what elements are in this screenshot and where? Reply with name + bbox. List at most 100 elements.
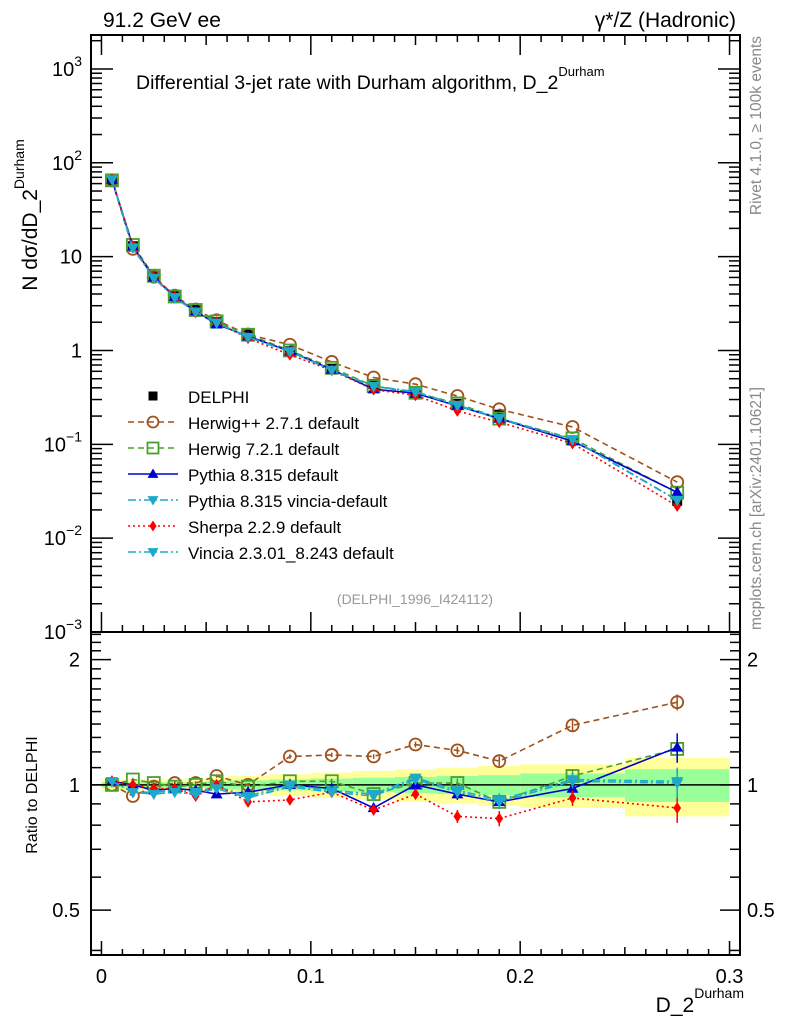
ratio-point-vincia [566,777,579,788]
legend-marker-sherpa [149,520,157,532]
side-text-bottom: mcplots.cern.ch [arXiv:2401.10621] [748,387,765,630]
ratio-point-sherpa [453,810,462,823]
ratio-point-sherpa [285,793,294,806]
point-vincia [566,435,579,446]
y-tick-label: 10−3 [44,616,82,644]
ratio-line-vincia [111,778,678,803]
ratio-point-herwigpp [282,749,297,764]
legend-label-pythia_vincia: Pythia 8.315 vincia-default [188,492,388,511]
x-tick-label: 0.3 [716,966,744,988]
point-vincia [367,382,380,393]
ratio-point-herwigpp [565,718,580,733]
point-vincia [671,496,684,507]
ratio-point-vincia [493,797,506,808]
ratio-panel-axes: 2 2 1 1 0.5 0.5 0 0.1 0.2 0.3 [52,631,775,988]
legend-label-sherpa: Sherpa 2.2.9 default [188,518,341,537]
y-tick-label: 10−1 [44,428,82,456]
main-y-axis-label-main: N dσ/dD_2 [19,189,42,291]
x-axis-label-main: D_2 [656,994,695,1017]
ratio-point-vincia [367,791,380,803]
ratio-point-vincia [451,788,464,799]
legend-marker-herwigpp [146,415,160,429]
legend-marker-vincia [147,548,159,558]
ratio-point-sherpa [568,791,577,804]
ratio-point-sherpa [369,804,378,817]
legend: DELPHI Herwig++ 2.7.1 default Herwig 7.2.1… [128,388,394,563]
point-vincia [283,347,296,358]
point-vincia [189,307,202,319]
legend-marker-herwig7 [146,441,160,455]
ratio-point-herwigpp [670,695,685,710]
ratio-point-pythia [671,741,684,752]
chart-title-main: Differential 3-jet rate with Durham algo… [136,72,558,94]
legend-label-pythia: Pythia 8.315 default [188,466,339,485]
y-tick-label: 103 [52,53,82,81]
point-vincia [147,274,160,285]
point-vincia [168,293,181,304]
ratio-point-herwigpp [324,748,339,762]
ratio-point-vincia [105,777,118,788]
x-axis-label: D_2Durham [656,985,744,1017]
ratio-point-sherpa [495,812,504,825]
ratio-y-tick-label: 0.5 [52,900,80,922]
x-tick-label: 0 [96,966,107,988]
x-tick-label: 0.2 [506,966,534,988]
ratio-line-sherpa [111,780,678,820]
y-tick-label: 10−2 [44,522,82,550]
reference-tag: (DELPHI_1996_I424112) [337,591,493,607]
main-y-axis-label-sup: Durham [11,139,27,189]
ratio-point-vincia [242,793,255,804]
ratio-point-vincia [126,788,139,799]
series-line-vincia [111,179,678,502]
ratio-line-pythia_vincia [111,776,678,801]
point-vincia [126,243,139,254]
series-line-herwigpp [111,180,678,483]
main-frame [90,34,741,633]
ratio-point-vincia [168,788,181,799]
ratio-point-sherpa [128,778,137,791]
ratio-point-herwigpp [492,754,507,769]
ratio-point-vincia [210,784,223,795]
y-tick-label: 10 [60,247,82,269]
point-vincia [325,366,338,377]
legend-marker-data [148,391,158,401]
ratio-point-herwigpp [408,737,423,752]
point-vincia [210,318,223,330]
point-vincia [451,401,464,412]
ratio-y-tick-label: 1 [69,775,80,797]
point-vincia [493,414,506,425]
ratio-point-vincia [189,789,202,801]
ratio-point-vincia [671,778,684,790]
ratio-point-herwigpp [366,749,381,764]
ratio-y-axis-label: Ratio to DELPHI [24,736,41,853]
point-herwigpp [366,370,381,385]
point-pythia [671,486,684,497]
ratio-point-sherpa [411,788,420,801]
ratio-point-herwigpp [450,743,465,758]
chart-title: Differential 3-jet rate with Durham algo… [136,64,605,94]
ratio-point-sherpa [673,801,682,814]
ratio-point-vincia [325,788,338,799]
legend-label-herwig7: Herwig 7.2.1 default [188,440,339,459]
ratio-point-vincia [409,775,422,786]
x-tick-label: 0.1 [297,966,325,988]
main-y-axis-label: N dσ/dD_2Durham [11,139,42,290]
ratio-y-tick-label-right: 1 [747,775,758,797]
legend-marker-pythia_vincia [147,496,159,506]
ratio-panel-series [105,694,685,827]
main-panel-series [105,173,685,513]
header-right-label: γ*/Z (Hadronic) [595,9,736,32]
ratio-y-tick-label: 2 [69,650,80,672]
legend-label-data: DELPHI [188,388,249,407]
y-tick-label: 1 [71,340,82,362]
ratio-point-vincia [283,782,296,793]
legend-label-herwigpp: Herwig++ 2.7.1 default [188,414,359,433]
ratio-point-vincia [147,789,160,801]
chart-title-sup: Durham [558,64,604,79]
y-tick-label: 102 [52,147,82,175]
x-axis-label-sup: Durham [694,985,744,1001]
legend-label-vincia: Vincia 2.3.01_8.243 default [188,544,394,563]
side-text-top: Rivet 4.1.0, ≥ 100k events [748,36,765,215]
